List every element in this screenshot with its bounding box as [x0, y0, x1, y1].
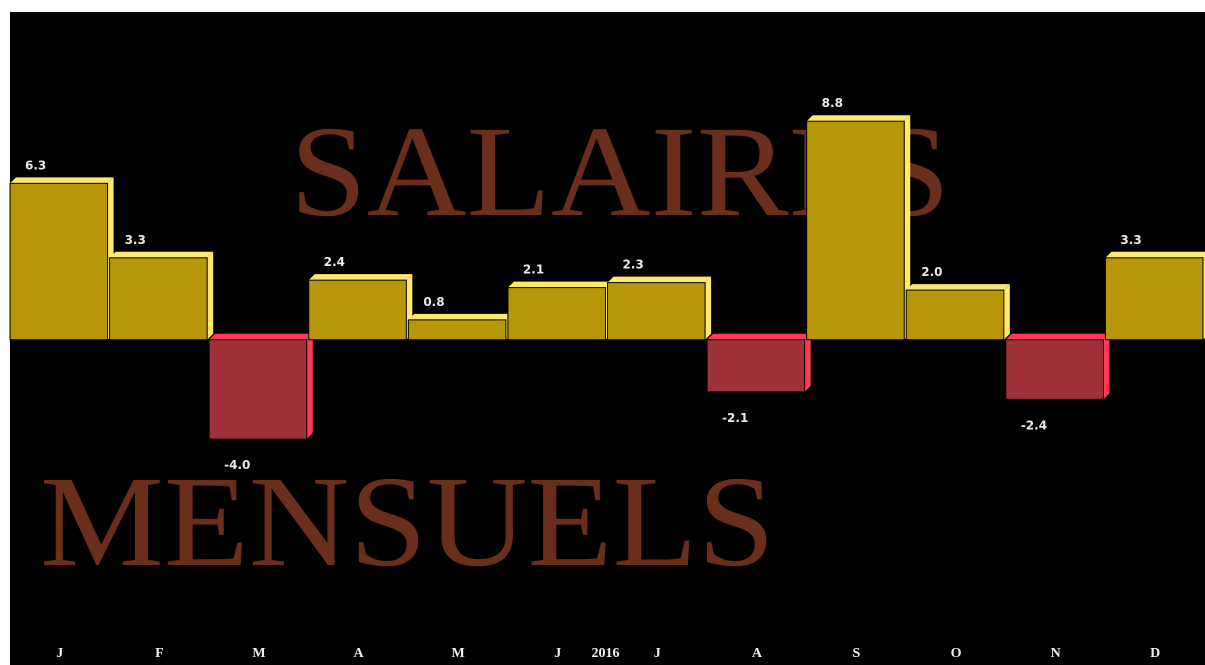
value-label: 3.3 [1120, 233, 1141, 247]
bar-top [1005, 333, 1110, 340]
background-title: MENSUELS [40, 450, 775, 594]
value-label: 6.3 [25, 158, 46, 172]
bar-side [207, 251, 214, 340]
bar-top [607, 276, 712, 283]
bar [208, 339, 308, 440]
x-tick-label: J [654, 646, 661, 661]
value-label: 2.1 [523, 263, 544, 277]
bar [1104, 257, 1204, 341]
x-tick-label: M [452, 646, 465, 661]
x-tick-label: A [752, 646, 763, 661]
bar [109, 257, 208, 341]
bar-top [1105, 251, 1205, 258]
bar [706, 339, 806, 393]
value-label: 8.8 [822, 96, 843, 110]
bar-side [1003, 284, 1010, 340]
bar-top [806, 115, 911, 122]
x-tick-label: A [353, 646, 364, 661]
value-label: 3.3 [125, 233, 146, 247]
bar-top [10, 177, 114, 184]
x-tick-label: D [1150, 646, 1160, 661]
bar-top [906, 284, 1010, 291]
x-tick-label: O [951, 646, 962, 661]
value-label: 2.3 [623, 258, 644, 272]
value-label: -2.4 [1021, 418, 1047, 432]
bar [905, 289, 1005, 341]
bar-side [804, 333, 811, 392]
bar [1005, 339, 1104, 400]
x-tick-label: F [155, 646, 164, 661]
bar-side [705, 276, 712, 340]
bar [507, 287, 606, 341]
bar-top [209, 333, 313, 340]
bar-top [707, 333, 811, 340]
value-label: 0.8 [423, 295, 444, 309]
value-label: 2.0 [921, 265, 942, 279]
bar [9, 182, 109, 341]
value-label: -2.1 [722, 411, 748, 425]
bar-top [507, 281, 612, 288]
bar-side [904, 115, 911, 340]
value-label: -4.0 [224, 458, 250, 472]
x-tick-label: J [56, 646, 63, 661]
bar-side [306, 333, 313, 440]
bar [607, 282, 706, 341]
x-tick-label: J [554, 646, 561, 661]
x-tick-label: S [853, 646, 861, 661]
bar-top [308, 274, 413, 281]
bar-side [1103, 333, 1110, 400]
bar-top [408, 313, 512, 320]
value-label: 2.4 [324, 255, 345, 269]
bar [308, 279, 407, 341]
bar-top [109, 251, 214, 258]
x-tick-label: N [1051, 646, 1061, 661]
bar [407, 319, 507, 341]
bar [806, 120, 905, 341]
x-tick-label: M [252, 646, 265, 661]
x-axis-label: 2016 [592, 646, 620, 661]
